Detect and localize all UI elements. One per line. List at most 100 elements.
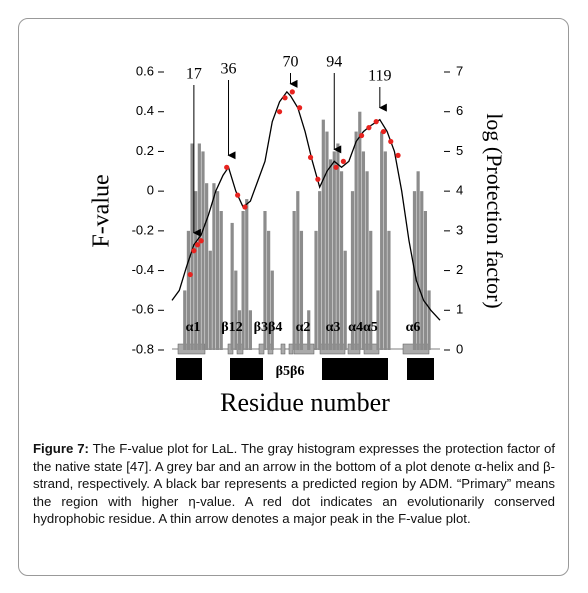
y-axis-title: F-value bbox=[89, 174, 115, 247]
bar bbox=[212, 183, 216, 350]
bar bbox=[321, 119, 325, 351]
bar bbox=[358, 111, 362, 350]
caption-label: Figure 7: bbox=[33, 441, 89, 456]
bar bbox=[387, 230, 391, 350]
bar bbox=[299, 230, 304, 350]
y2-tick-label: 3 bbox=[456, 222, 463, 237]
conserved-dot bbox=[297, 105, 303, 111]
conserved-dot bbox=[235, 192, 241, 198]
bar bbox=[186, 230, 191, 350]
structure-label: α4α5 bbox=[348, 320, 378, 335]
bar bbox=[263, 211, 267, 350]
y-tick-label: 0.6 bbox=[136, 63, 154, 78]
y-tick-label: -0.8 bbox=[132, 341, 154, 356]
y-tick-label: -0.4 bbox=[132, 262, 154, 277]
conserved-dot bbox=[307, 154, 314, 160]
bar bbox=[339, 171, 344, 350]
conserved-dot bbox=[388, 138, 394, 145]
bar bbox=[336, 143, 340, 350]
structure-label: β5β6 bbox=[276, 364, 305, 379]
conserved-dot bbox=[194, 242, 201, 248]
y-tick-label: -0.6 bbox=[132, 302, 154, 317]
y2-tick-label: 4 bbox=[456, 183, 463, 198]
conserved-dot bbox=[373, 119, 379, 125]
bar bbox=[314, 230, 318, 350]
conserved-dot bbox=[315, 176, 321, 182]
bar bbox=[241, 211, 245, 350]
conserved-dot bbox=[191, 248, 197, 254]
bar bbox=[245, 199, 249, 350]
bar bbox=[350, 191, 355, 350]
bar bbox=[292, 211, 296, 350]
bar bbox=[197, 143, 201, 350]
bar bbox=[219, 211, 223, 350]
peak-label: 94 bbox=[326, 54, 342, 71]
conserved-dot bbox=[289, 89, 295, 95]
conserved-dot bbox=[333, 164, 339, 170]
structure-label: α1 bbox=[186, 320, 201, 335]
bar bbox=[376, 290, 380, 350]
structure-label: α3 bbox=[326, 320, 341, 335]
bar bbox=[383, 151, 387, 350]
bar bbox=[329, 159, 333, 350]
conserved-dot bbox=[198, 238, 204, 244]
bar bbox=[205, 183, 209, 350]
bar bbox=[380, 131, 384, 350]
structure-label: β12 bbox=[221, 320, 242, 335]
bar bbox=[267, 230, 271, 350]
structure-label: Primary bbox=[332, 361, 383, 376]
bar bbox=[230, 222, 234, 350]
structure-label: α6 bbox=[406, 320, 421, 335]
bar bbox=[332, 151, 336, 350]
conserved-dot bbox=[359, 132, 365, 139]
peak-label: 17 bbox=[186, 66, 202, 83]
bar bbox=[215, 191, 220, 350]
bar bbox=[183, 290, 187, 350]
y-tick-label: 0.4 bbox=[136, 103, 154, 118]
conserved-dot bbox=[276, 109, 283, 115]
bar bbox=[354, 131, 358, 350]
bar bbox=[208, 250, 212, 350]
caption-text: The F-value plot for LaL. The gray histo… bbox=[33, 441, 555, 527]
y2-tick-label: 2 bbox=[456, 262, 463, 277]
y2-tick-label: 5 bbox=[456, 143, 463, 158]
y2-tick-label: 6 bbox=[456, 103, 463, 118]
bar bbox=[361, 151, 366, 350]
bar bbox=[369, 230, 373, 350]
bar bbox=[423, 211, 428, 350]
bar bbox=[194, 191, 198, 350]
peak-label: 119 bbox=[368, 68, 391, 85]
conserved-dot bbox=[242, 204, 248, 210]
bar bbox=[234, 270, 238, 350]
bar bbox=[296, 191, 300, 350]
y2-axis-title: log (Protection factor) bbox=[482, 113, 507, 309]
y-tick-label: 0.2 bbox=[136, 143, 154, 158]
y2-tick-label: 7 bbox=[456, 63, 463, 78]
conserved-dot bbox=[282, 95, 288, 101]
bar bbox=[420, 191, 424, 350]
bar bbox=[343, 250, 347, 350]
y-tick-label: -0.2 bbox=[132, 222, 154, 237]
bar bbox=[318, 191, 322, 350]
conserved-dot bbox=[380, 128, 387, 135]
caption: Figure 7: The F-value plot for LaL. The … bbox=[33, 440, 555, 528]
peak-label: 70 bbox=[283, 54, 299, 71]
adm-regions bbox=[176, 358, 434, 380]
conserved-dot bbox=[224, 164, 230, 170]
structure-label: α2 bbox=[296, 320, 311, 335]
y2-tick-label: 1 bbox=[456, 302, 463, 317]
y2-tick-label: 0 bbox=[456, 341, 463, 356]
bar bbox=[190, 143, 194, 350]
bar bbox=[237, 310, 242, 350]
conserved-dot bbox=[395, 152, 401, 158]
bar bbox=[248, 310, 252, 350]
bar bbox=[365, 171, 369, 350]
structure-label: β3β4 bbox=[254, 320, 283, 335]
figure-frame bbox=[18, 18, 569, 576]
bar bbox=[325, 131, 329, 350]
bar bbox=[307, 310, 311, 350]
y-tick-label: 0 bbox=[147, 183, 154, 198]
x-axis-title: Residue number bbox=[220, 388, 390, 417]
